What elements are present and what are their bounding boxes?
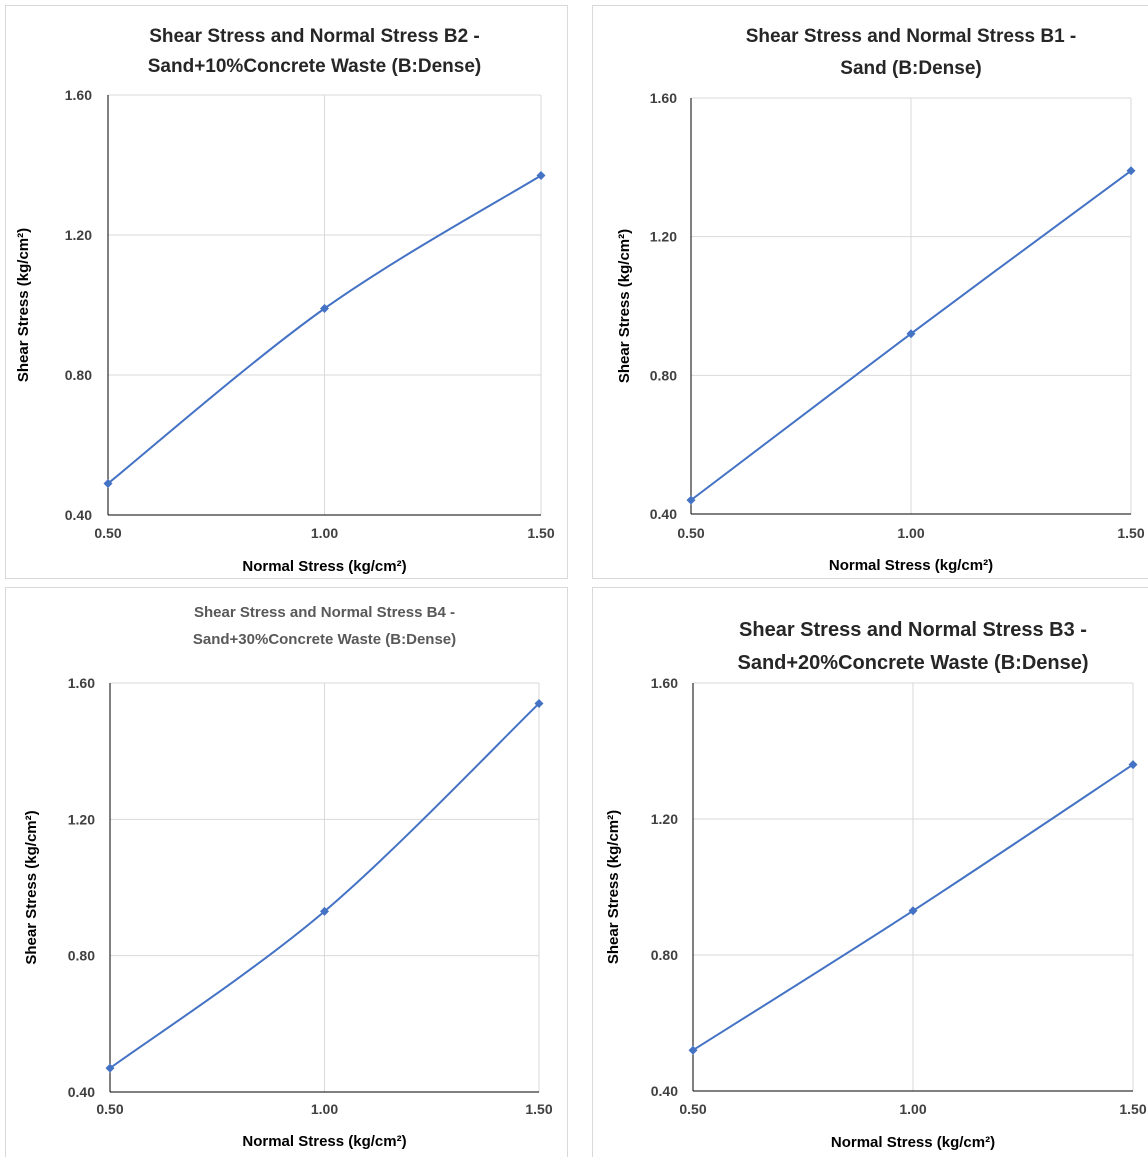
y-tick-label: 1.20: [650, 229, 677, 245]
chart-b4-svg: Shear Stress and Normal Stress B4 - Sand+…: [23, 604, 553, 1150]
chart-b2-svg: Shear Stress and Normal Stress B2 - Sand+…: [15, 26, 555, 575]
x-axis-label: Normal Stress (kg/cm²): [242, 1133, 406, 1150]
x-tick-label: 1.00: [311, 1101, 338, 1117]
y-tick-label: 1.60: [68, 675, 95, 691]
data-point-marker: [320, 906, 329, 916]
chart-b3: Shear Stress and Normal Stress B3 - Sand+…: [592, 587, 1148, 1157]
y-axis-label: Shear Stress (kg/cm²): [23, 810, 40, 964]
y-tick-label: 0.80: [68, 948, 95, 964]
data-point-marker: [906, 329, 916, 339]
x-tick-label: 1.00: [897, 525, 924, 541]
x-axis-label: Normal Stress (kg/cm²): [829, 557, 993, 574]
chart-title-line: Shear Stress and Normal Stress B4 -: [194, 604, 455, 621]
y-axis-label: Shear Stress (kg/cm²): [605, 810, 622, 964]
x-axis-label: Normal Stress (kg/cm²): [242, 558, 406, 575]
data-point-marker: [1126, 166, 1136, 176]
data-point-marker: [536, 171, 546, 180]
x-tick-label: 0.50: [677, 525, 704, 541]
chart-title-line: Sand+10%Concrete Waste (B:Dense): [148, 56, 481, 77]
y-tick-label: 1.20: [65, 227, 92, 243]
chart-b1: Shear Stress and Normal Stress B1 - Sand …: [592, 5, 1148, 579]
y-tick-label: 0.40: [650, 506, 677, 522]
x-tick-label: 1.50: [1119, 1101, 1146, 1117]
chart-b3-svg: Shear Stress and Normal Stress B3 - Sand+…: [605, 619, 1147, 1151]
y-tick-label: 1.60: [65, 87, 92, 103]
y-tick-label: 0.80: [650, 367, 677, 383]
x-tick-label: 0.50: [94, 525, 121, 541]
y-tick-label: 0.40: [651, 1083, 678, 1099]
data-point-marker: [103, 479, 113, 488]
chart-title-line: Shear Stress and Normal Stress B2 -: [149, 26, 480, 47]
data-point-marker: [534, 698, 544, 708]
x-tick-label: 1.50: [527, 525, 554, 541]
x-tick-label: 1.50: [1117, 525, 1144, 541]
y-tick-label: 0.80: [651, 947, 678, 963]
y-axis-label: Shear Stress (kg/cm²): [616, 229, 633, 383]
chart-b1-svg: Shear Stress and Normal Stress B1 - Sand …: [616, 26, 1145, 574]
chart-b2: Shear Stress and Normal Stress B2 - Sand+…: [5, 5, 568, 579]
y-tick-label: 0.40: [65, 507, 92, 523]
data-point-marker: [1128, 760, 1138, 770]
chart-title-line: Shear Stress and Normal Stress B3 -: [739, 619, 1087, 641]
chart-b4: Shear Stress and Normal Stress B4 - Sand+…: [5, 587, 568, 1157]
chart-title-line: Sand+30%Concrete Waste (B:Dense): [193, 631, 456, 648]
y-tick-label: 0.80: [65, 367, 92, 383]
x-tick-label: 1.00: [311, 525, 338, 541]
data-point-marker: [105, 1063, 115, 1073]
data-point-marker: [908, 906, 918, 916]
y-tick-label: 1.60: [650, 90, 677, 106]
y-tick-label: 1.20: [68, 811, 95, 827]
x-tick-label: 1.00: [899, 1101, 926, 1117]
chart-title-line: Sand+20%Concrete Waste (B:Dense): [737, 652, 1088, 674]
x-axis-label: Normal Stress (kg/cm²): [831, 1134, 995, 1151]
chart-title-line: Sand (B:Dense): [840, 58, 981, 79]
data-point-marker: [686, 495, 696, 505]
x-tick-label: 1.50: [525, 1101, 552, 1117]
data-point-marker: [688, 1045, 698, 1055]
y-tick-label: 1.20: [651, 811, 678, 827]
y-axis-label: Shear Stress (kg/cm²): [15, 228, 32, 382]
x-tick-label: 0.50: [96, 1101, 123, 1117]
x-tick-label: 0.50: [679, 1101, 706, 1117]
data-point-marker: [320, 304, 329, 313]
chart-title-line: Shear Stress and Normal Stress B1 -: [746, 26, 1077, 47]
y-tick-label: 1.60: [651, 675, 678, 691]
y-tick-label: 0.40: [68, 1084, 95, 1100]
